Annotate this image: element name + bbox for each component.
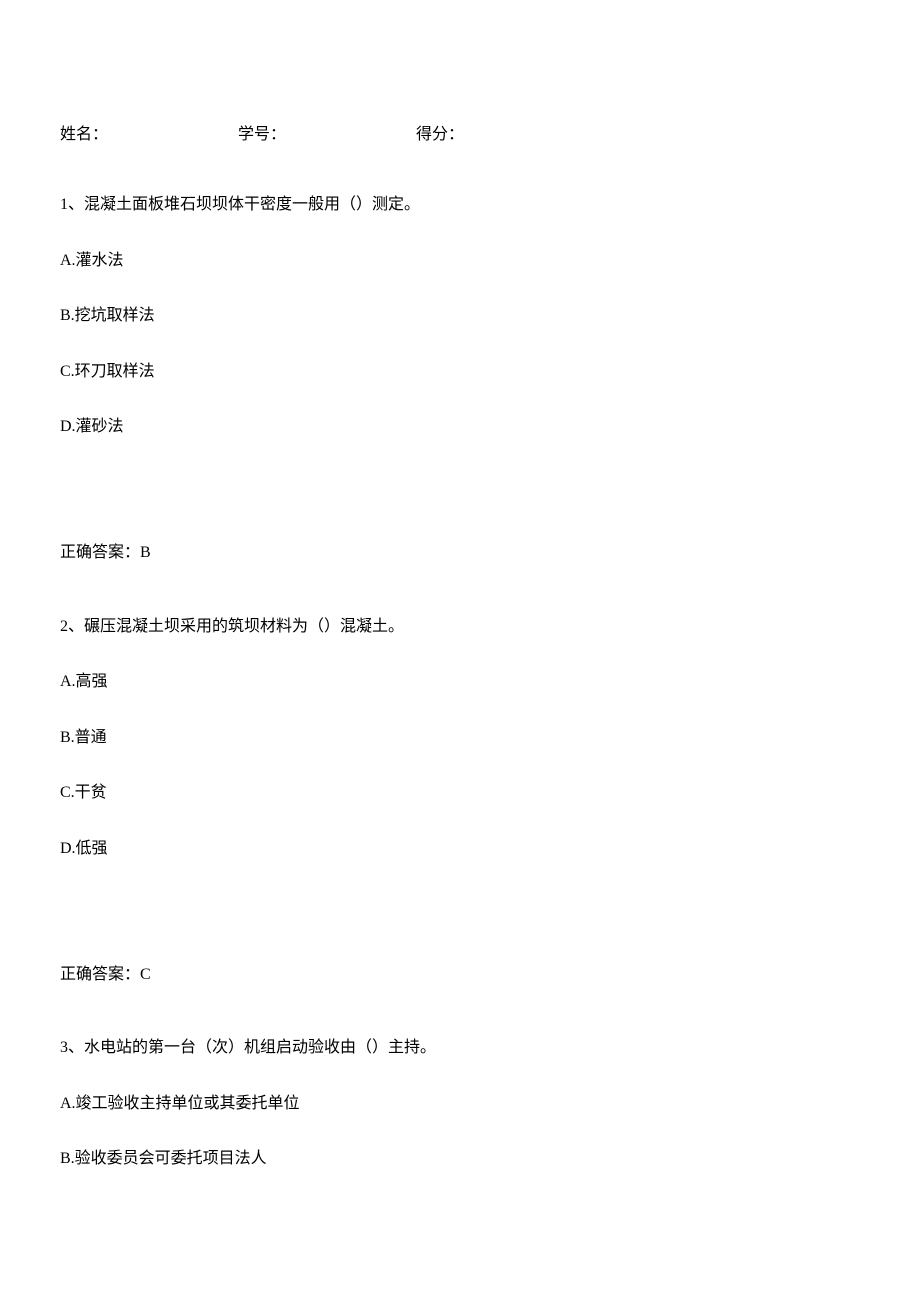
- header-row: 姓名： 学号： 得分：: [60, 120, 860, 144]
- question-1-text: 1、混凝土面板堆石坝坝体干密度一般用（）测定。: [60, 192, 860, 218]
- question-1-answer: 正确答案：B: [60, 540, 860, 566]
- score-label: 得分：: [416, 120, 464, 144]
- question-1-option-b: B.挖坑取样法: [60, 303, 860, 329]
- question-1-option-d: D.灌砂法: [60, 414, 860, 440]
- question-2-option-a: A.高强: [60, 669, 860, 695]
- name-label: 姓名：: [60, 120, 210, 144]
- question-2-option-d: D.低强: [60, 836, 860, 862]
- question-3: 3、水电站的第一台（次）机组启动验收由（）主持。 A.竣工验收主持单位或其委托单…: [60, 1035, 860, 1172]
- id-label: 学号：: [238, 120, 388, 144]
- question-2-option-c: C.干贫: [60, 780, 860, 806]
- question-2: 2、碾压混凝土坝采用的筑坝材料为（）混凝土。 A.高强 B.普通 C.干贫 D.…: [60, 614, 860, 988]
- question-1: 1、混凝土面板堆石坝坝体干密度一般用（）测定。 A.灌水法 B.挖坑取样法 C.…: [60, 192, 860, 566]
- question-2-answer: 正确答案：C: [60, 962, 860, 988]
- question-2-text: 2、碾压混凝土坝采用的筑坝材料为（）混凝土。: [60, 614, 860, 640]
- question-1-option-a: A.灌水法: [60, 248, 860, 274]
- question-3-option-b: B.验收委员会可委托项目法人: [60, 1146, 860, 1172]
- question-1-option-c: C.环刀取样法: [60, 359, 860, 385]
- question-2-option-b: B.普通: [60, 725, 860, 751]
- question-3-text: 3、水电站的第一台（次）机组启动验收由（）主持。: [60, 1035, 860, 1061]
- question-3-option-a: A.竣工验收主持单位或其委托单位: [60, 1091, 860, 1117]
